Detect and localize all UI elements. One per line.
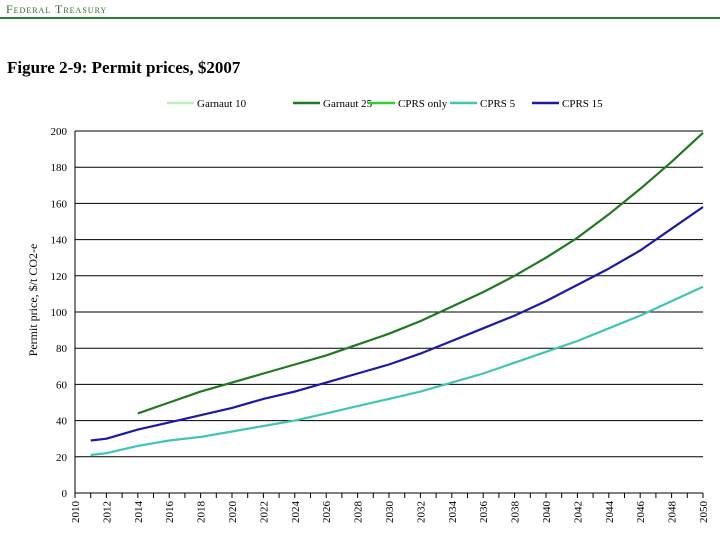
gridlines	[75, 130, 703, 458]
document-header: Federal Treasury	[6, 2, 108, 16]
series-line-garnaut-25	[137, 131, 704, 415]
x-tick-label: 2030	[384, 501, 396, 524]
y-tick-label: 180	[51, 162, 68, 174]
x-tick-label: 2016	[164, 501, 176, 524]
y-tick-label: 100	[51, 307, 68, 319]
y-tick-label: 0	[62, 488, 68, 500]
y-axis-label: Permit price, $/t CO2-e	[26, 244, 40, 357]
legend-label: CPRS 15	[562, 98, 603, 110]
x-tick-label: 2022	[258, 501, 270, 523]
y-tick-label: 80	[56, 343, 68, 355]
y-tick-label: 40	[56, 416, 68, 428]
x-tick-label: 2014	[133, 501, 145, 524]
series-lines	[90, 131, 704, 457]
y-tick-label: 140	[51, 235, 68, 247]
x-tick-label: 2038	[510, 501, 522, 524]
x-tick-label: 2018	[196, 501, 208, 524]
legend-label: Garnaut 10	[197, 98, 247, 110]
series-line-cprs-15	[90, 206, 704, 442]
x-tick-labels: 2010 2012 2014 2016 2018 2020 2022 2024 2026 2028…	[70, 501, 710, 524]
y-tick-labels: 0 20 40 60 80 100 120 140 160 180 200	[51, 126, 68, 500]
y-tick-label: 20	[56, 452, 68, 464]
legend: Garnaut 10 Garnaut 25 CPRS only CPRS 5 CPRS …	[167, 98, 603, 110]
y-tick-label: 160	[51, 198, 68, 210]
x-tick-label: 2028	[353, 501, 365, 524]
legend-label: CPRS 5	[480, 98, 516, 110]
header-rule	[0, 17, 720, 19]
x-tick-label: 2034	[447, 501, 459, 524]
x-tick-label: 2048	[667, 501, 679, 524]
x-tick-label: 2040	[541, 501, 553, 524]
x-tick-label: 2042	[572, 501, 584, 523]
x-tick-label: 2024	[290, 501, 302, 524]
legend-label: Garnaut 25	[323, 98, 373, 110]
axes	[74, 131, 704, 498]
x-tick-label: 2044	[604, 501, 616, 524]
x-tick-label: 2010	[70, 501, 82, 524]
chart-title: Figure 2-9: Permit prices, $2007	[7, 58, 241, 77]
y-tick-label: 120	[51, 271, 68, 283]
series-line-cprs-5	[90, 285, 704, 457]
x-tick-label: 2050	[698, 501, 710, 524]
y-tick-label: 60	[56, 379, 68, 391]
x-tick-label: 2012	[101, 501, 113, 523]
x-tick-label: 2032	[415, 501, 427, 523]
legend-label: CPRS only	[398, 98, 448, 110]
x-tick-label: 2026	[321, 501, 333, 524]
x-tick-label: 2046	[635, 501, 647, 524]
x-tick-label: 2020	[227, 501, 239, 524]
x-tick-label: 2036	[478, 501, 490, 524]
y-tick-label: 200	[51, 126, 68, 138]
